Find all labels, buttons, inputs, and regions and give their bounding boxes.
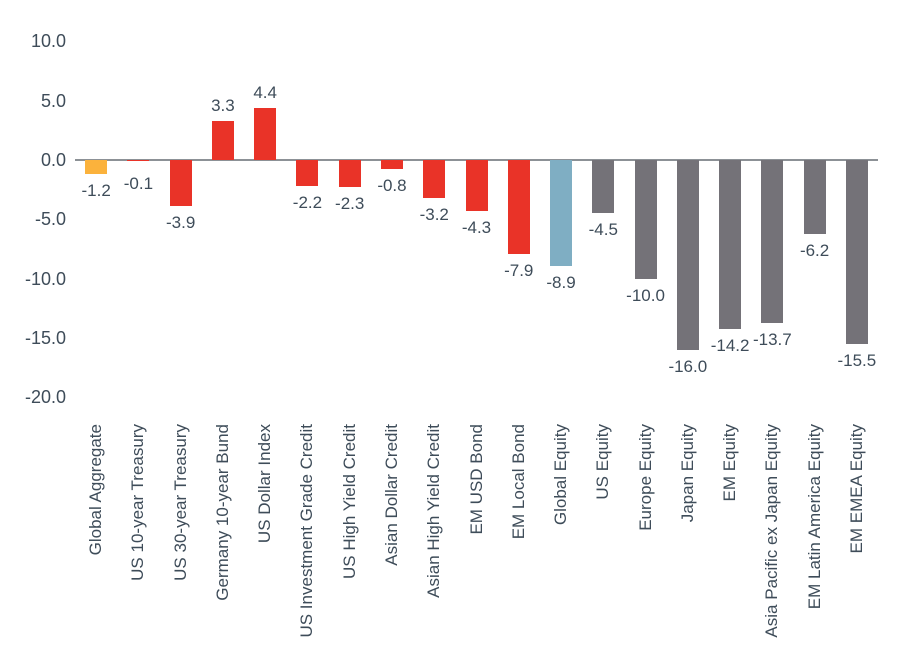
x-label-cell: US Equity xyxy=(582,424,624,664)
x-category-label: EM EMEA Equity xyxy=(846,424,866,554)
bar-value-label: -0.8 xyxy=(377,176,407,196)
bar-global-aggregate xyxy=(85,160,108,175)
x-category-label: US 10-year Treasury xyxy=(128,424,148,581)
y-tick-label: 5.0 xyxy=(40,90,66,111)
x-label-cell: US Investment Grade Credit xyxy=(286,424,328,664)
bar-asian-dollar-credit xyxy=(380,160,403,170)
bar-em-local-bond xyxy=(507,160,530,254)
x-category-label: Asia Pacific ex Japan Equity xyxy=(762,424,782,638)
y-axis: 10.0 5.0 0.0 -5.0 -10.0 -15.0 -20.0 xyxy=(0,0,66,424)
x-category-label: Europe Equity xyxy=(635,424,655,531)
bar-us-10-year-treasury xyxy=(127,160,150,162)
y-tick-label: -5.0 xyxy=(34,209,66,230)
y-tick-label: 0.0 xyxy=(40,150,66,170)
x-label-cell: Global Aggregate xyxy=(75,424,117,664)
bar-asian-high-yield-credit xyxy=(423,160,446,198)
x-label-cell: Germany 10-year Bund xyxy=(202,424,244,664)
x-label-cell: EM EMEA Equity xyxy=(836,424,878,664)
bar-us-equity xyxy=(592,160,615,214)
x-label-cell: US 10-year Treasury xyxy=(117,424,159,664)
bar-value-label: -14.2 xyxy=(710,335,750,355)
x-label-cell: EM Latin America Equity xyxy=(794,424,836,664)
x-category-label: EM Latin America Equity xyxy=(804,424,824,610)
bar-value-label: -2.3 xyxy=(335,194,365,214)
x-category-label: Global Aggregate xyxy=(86,424,106,556)
x-label-cell: Asian Dollar Credit xyxy=(371,424,413,664)
bar-value-label: -13.7 xyxy=(752,329,792,349)
x-label-cell: Asian High Yield Credit xyxy=(413,424,455,664)
x-label-cell: Global Equity xyxy=(540,424,582,664)
bar-germany-10-year-bund xyxy=(211,120,234,160)
x-label-cell: EM USD Bond xyxy=(455,424,497,664)
bar-japan-equity xyxy=(676,160,699,350)
x-label-cell: US Dollar Index xyxy=(244,424,286,664)
bar-value-label: 4.4 xyxy=(253,82,277,102)
x-category-label: EM Local Bond xyxy=(508,424,528,540)
x-category-label: US Dollar Index xyxy=(255,424,275,544)
x-category-label: US Equity xyxy=(593,424,613,500)
bar-value-label: -6.2 xyxy=(799,240,830,260)
bar-value-label: -4.3 xyxy=(461,218,492,238)
bar-global-equity xyxy=(550,160,573,266)
x-label-cell: Europe Equity xyxy=(624,424,666,664)
x-label-cell: EM Local Bond xyxy=(498,424,540,664)
bar-us-investment-grade-credit xyxy=(296,160,319,187)
x-label-cell: US High Yield Credit xyxy=(329,424,371,664)
bar-value-label: -3.9 xyxy=(166,213,196,233)
x-label-cell: EM Equity xyxy=(709,424,751,664)
bar-em-usd-bond xyxy=(465,160,488,212)
y-tick-label: 10.0 xyxy=(30,31,66,52)
bar-us-high-yield-credit xyxy=(338,160,361,188)
y-tick-label: -15.0 xyxy=(24,328,66,349)
bar-value-label: -8.9 xyxy=(546,272,576,292)
bar-us-30-year-treasury xyxy=(169,160,192,207)
bar-value-label: -0.1 xyxy=(123,174,154,193)
bar-value-label: -7.9 xyxy=(504,260,534,280)
bar-asia-pacific-ex-japan-equity xyxy=(761,160,784,323)
x-axis-labels: Global Aggregate US 10-year Treasury US 30… xyxy=(75,424,878,664)
bar-em-equity xyxy=(719,160,742,329)
x-category-label: Japan Equity xyxy=(677,424,697,523)
bar-em-latin-america-equity xyxy=(803,160,826,234)
bar-em-emea-equity xyxy=(845,160,868,344)
bar-value-label: -10.0 xyxy=(626,285,665,305)
y-tick-label: -10.0 xyxy=(24,268,66,289)
bar-value-label: -3.2 xyxy=(419,204,449,224)
bar-europe-equity xyxy=(634,160,657,279)
bar-value-label: -4.5 xyxy=(588,220,618,240)
x-category-label: US Investment Grade Credit xyxy=(297,424,317,638)
plot-area: -1.2 -0.1 -3.9 3.3 4.4 -2.2 -2.3 -0.8 -3.2 -4.3 -7… xyxy=(75,0,878,424)
x-category-label: EM USD Bond xyxy=(466,424,486,535)
x-category-label: US 30-year Treasury xyxy=(170,424,190,581)
x-label-cell: US 30-year Treasury xyxy=(160,424,202,664)
x-label-cell: Asia Pacific ex Japan Equity xyxy=(751,424,793,664)
x-label-cell: Japan Equity xyxy=(667,424,709,664)
y-tick-label: -20.0 xyxy=(24,387,66,408)
bar-value-label: -2.2 xyxy=(292,193,323,213)
bar-value-label: -1.2 xyxy=(81,181,111,201)
x-category-label: Global Equity xyxy=(551,424,571,526)
x-category-label: EM Equity xyxy=(720,424,740,502)
x-category-label: Germany 10-year Bund xyxy=(212,424,232,601)
x-category-label: Asian High Yield Credit xyxy=(424,424,444,598)
bar-value-label: 3.3 xyxy=(211,95,235,115)
bar-value-label: -16.0 xyxy=(668,356,708,376)
x-category-label: Asian Dollar Credit xyxy=(381,424,401,566)
bar-us-dollar-index xyxy=(254,107,277,160)
bar-value-label: -15.5 xyxy=(837,350,877,370)
x-category-label: US High Yield Credit xyxy=(339,424,359,579)
